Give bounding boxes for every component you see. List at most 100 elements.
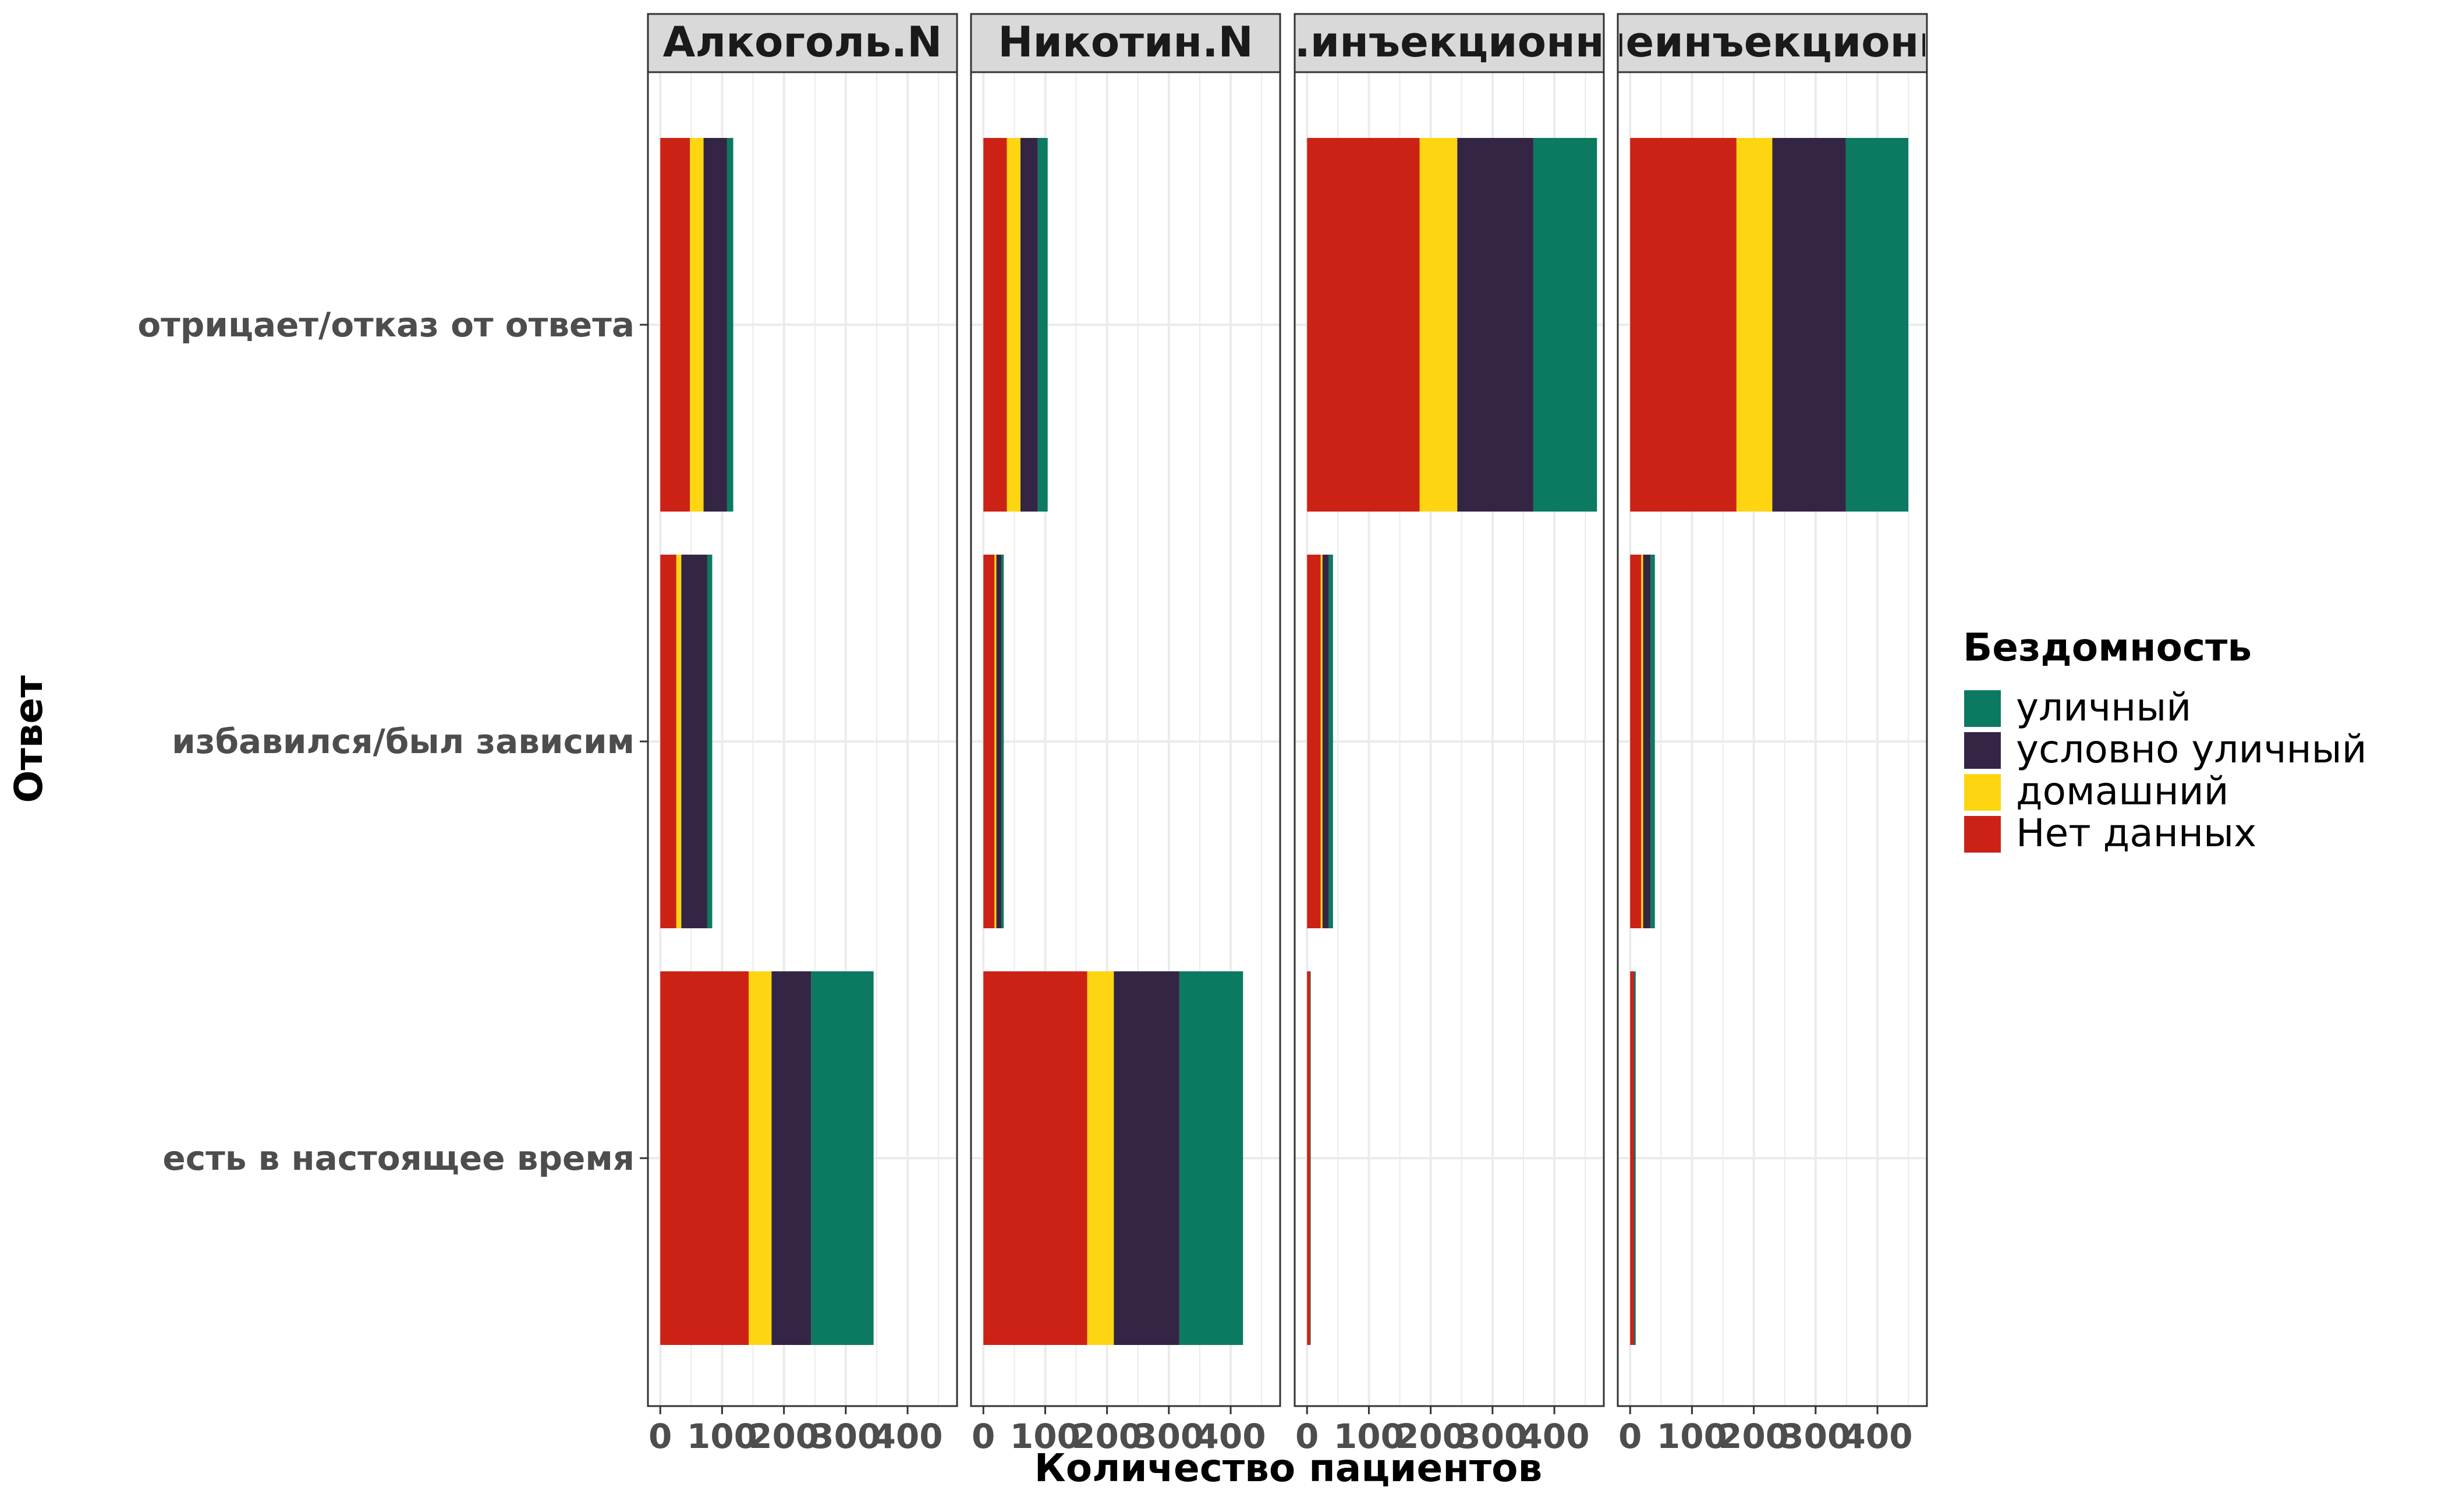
bar-1-избавился-был-зависим-нет-данных — [660, 555, 676, 928]
bar-1-отрицает-отказ-от-ответа-условно-уличный — [703, 138, 727, 512]
x-tick-label: 200 — [1072, 1417, 1142, 1456]
legend-entry-нет-данных: Нет данных — [1964, 811, 2256, 856]
x-tick-label: 300 — [1457, 1417, 1528, 1456]
bar-1-есть-в-настоящее-время-условно-уличный — [771, 971, 812, 1345]
y-tick-label: есть в настоящее время — [162, 1138, 635, 1178]
bar-4-отрицает-отказ-от-ответа-уличный — [1845, 138, 1909, 512]
bar-2-есть-в-настоящее-время-домашний — [1087, 971, 1114, 1345]
bar-2-отрицает-отказ-от-ответа-условно-уличный — [1020, 138, 1038, 512]
legend-entry-уличный: уличный — [1964, 685, 2191, 730]
bar-3-избавился-был-зависим-условно-уличный — [1322, 555, 1329, 928]
bar-4-есть-в-настоящее-время-нет-данных — [1630, 971, 1634, 1345]
bar-3-отрицает-отказ-от-ответа-домашний — [1419, 138, 1458, 512]
bar-4-отрицает-отказ-от-ответа-домашний — [1736, 138, 1773, 512]
bar-4-есть-в-настоящее-время-условно-уличный — [1633, 971, 1635, 1345]
facet-strip — [970, 13, 1281, 73]
bar-3-есть-в-настоящее-время-нет-данных — [1307, 971, 1310, 1345]
panel-bars — [1307, 138, 1597, 1345]
x-tick-label: 400 — [873, 1417, 943, 1456]
bar-4-есть-в-настоящее-время-уличный — [1634, 971, 1636, 1345]
x-tick-label: 100 — [1334, 1417, 1404, 1456]
bar-3-отрицает-отказ-от-ответа-уличный — [1533, 138, 1597, 512]
x-tick-label: 200 — [1395, 1417, 1466, 1456]
bar-1-есть-в-настоящее-время-уличный — [811, 971, 874, 1345]
bar-1-отрицает-отказ-от-ответа-нет-данных — [660, 138, 690, 512]
y-axis-title: Ответ — [6, 675, 51, 803]
bar-4-избавился-был-зависим-домашний — [1641, 555, 1643, 928]
x-tick-label: 200 — [749, 1417, 819, 1456]
x-tick-label: 0 — [1618, 1417, 1642, 1456]
legend-swatch — [1964, 816, 2001, 853]
bar-1-избавился-был-зависим-условно-уличный — [681, 555, 707, 928]
legend-label: уличный — [2016, 685, 2191, 730]
x-tick-label: 0 — [649, 1417, 672, 1456]
bar-4-отрицает-отказ-от-ответа-нет-данных — [1630, 138, 1737, 512]
bar-4-избавился-был-зависим-условно-уличный — [1643, 555, 1651, 928]
bar-2-избавился-был-зависим-условно-уличный — [996, 555, 1002, 928]
legend-title: Бездомность — [1963, 625, 2252, 670]
y-tick-label: отрицает/отказ от ответа — [137, 305, 635, 345]
facet-title: Никотин.N — [998, 17, 1253, 66]
bar-2-есть-в-настоящее-время-нет-данных — [983, 971, 1087, 1345]
bar-1-избавился-был-зависим-домашний — [676, 555, 682, 928]
x-tick-label: 0 — [972, 1417, 995, 1456]
facet-title: неинъекционн — [1597, 17, 1948, 66]
panel-bars — [983, 138, 1243, 1345]
bar-4-избавился-был-зависим-уличный — [1650, 555, 1655, 928]
bar-1-есть-в-настоящее-время-домашний — [749, 971, 772, 1345]
x-tick-label: 400 — [1519, 1417, 1590, 1456]
bar-4-избавился-был-зависим-нет-данных — [1630, 555, 1642, 928]
axis-titles: Количество пациентов Ответ — [6, 675, 1542, 1490]
bar-2-отрицает-отказ-от-ответа-домашний — [1007, 138, 1020, 512]
legend-swatch — [1964, 732, 2001, 769]
bar-3-избавился-был-зависим-нет-данных — [1307, 555, 1321, 928]
x-axis-title: Количество пациентов — [1034, 1446, 1542, 1490]
x-tick-label: 400 — [1196, 1417, 1266, 1456]
bar-2-избавился-был-зависим-нет-данных — [983, 555, 995, 928]
legend-entry-домашний: домашний — [1964, 769, 2229, 814]
bar-4-отрицает-отказ-от-ответа-условно-уличный — [1772, 138, 1846, 512]
legend-swatch — [1964, 774, 2001, 811]
bar-2-избавился-был-зависим-уличный — [1001, 555, 1004, 928]
x-tick-label: 100 — [687, 1417, 757, 1456]
panel-bars — [660, 138, 874, 1345]
x-tick-label: 400 — [1842, 1417, 1913, 1456]
x-tick-label: 100 — [1657, 1417, 1727, 1456]
bar-2-есть-в-настоящее-время-условно-уличный — [1114, 971, 1179, 1345]
facet-title: Алкоголь.N — [663, 17, 942, 66]
legend-label: условно уличный — [2016, 727, 2367, 772]
bar-2-отрицает-отказ-от-ответа-нет-данных — [983, 138, 1007, 512]
legend-label: Нет данных — [2016, 811, 2256, 856]
x-tick-label: 0 — [1295, 1417, 1319, 1456]
bar-1-есть-в-настоящее-время-нет-данных — [660, 971, 749, 1345]
y-tick-label: избавился/был зависим — [172, 722, 635, 761]
panel-bars — [1630, 138, 1909, 1345]
x-tick-label: 300 — [1133, 1417, 1204, 1456]
bar-2-избавился-был-зависим-домашний — [994, 555, 997, 928]
bar-2-отрицает-отказ-от-ответа-уличный — [1037, 138, 1048, 512]
bar-2-есть-в-настоящее-время-уличный — [1179, 971, 1243, 1345]
legend-entry-условно-уличный: условно уличный — [1964, 727, 2367, 772]
bar-3-избавился-был-зависим-домашний — [1320, 555, 1323, 928]
legend-swatch — [1964, 690, 2001, 727]
bar-3-избавился-был-зависим-уличный — [1328, 555, 1333, 928]
y-axis: отрицает/отказ от ответа избавился/был за… — [137, 305, 648, 1178]
x-tick-label: 100 — [1010, 1417, 1080, 1456]
x-tick-label: 300 — [810, 1417, 881, 1456]
facet-strip — [1294, 13, 1605, 73]
bar-3-отрицает-отказ-от-ответа-условно-уличный — [1457, 138, 1533, 512]
bar-3-отрицает-отказ-от-ответа-нет-данных — [1307, 138, 1420, 512]
x-tick-label: 300 — [1780, 1417, 1851, 1456]
facet-title: .инъекционн — [1294, 17, 1604, 66]
